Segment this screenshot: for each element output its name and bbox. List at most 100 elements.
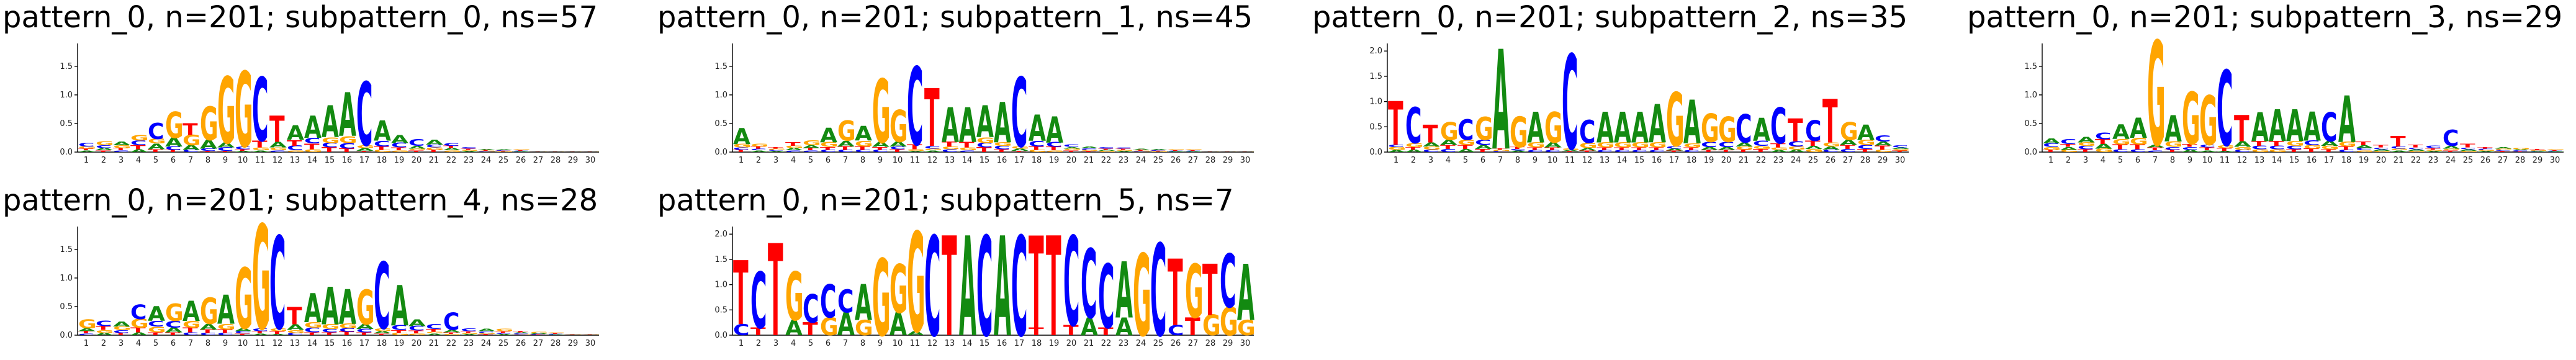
logo-letter-c: C (495, 150, 511, 151)
logo-letter-c: C (1544, 150, 1560, 153)
y-tick-label: 1.0 (60, 274, 73, 283)
logo-letter-c: C (461, 328, 477, 332)
logo-letter-c: C (2512, 150, 2528, 152)
logo-letter-a: A (304, 286, 322, 332)
logo-letter-c: C (217, 146, 233, 152)
logo-letter-a: A (182, 144, 200, 151)
x-tick-label: 12 (2237, 156, 2248, 165)
logo-letter-g: G (374, 328, 392, 332)
logo-letter-g: G (2095, 148, 2114, 153)
logo-letter-c: C (2547, 151, 2564, 152)
logo-letter-t: T (2390, 133, 2406, 150)
logo-letter-t: T (1133, 150, 1148, 151)
logo-letter-c: C (1875, 134, 1891, 143)
x-tick-label: 28 (2515, 156, 2526, 165)
x-tick-label: 22 (446, 339, 457, 348)
x-tick-label: 12 (272, 156, 283, 165)
logo-letter-c: C (1237, 151, 1253, 152)
logo-letter-t: T (1892, 150, 1907, 153)
logo-letter-c: C (1063, 144, 1079, 148)
x-tick-label: 15 (325, 339, 335, 348)
logo-letter-c: C (1168, 151, 1184, 152)
logo-letter-t: T (495, 331, 511, 333)
logo-letter-t: T (942, 141, 957, 148)
logo-letter-g: G (1805, 148, 1824, 153)
sequence-logo-plot: 0.00.51.01.51 2 3 4 5 6 7 8 9 10 11 12 13 14 15 16 17 18 1… (60, 43, 601, 171)
logo-letter-c: C (2234, 149, 2250, 153)
x-tick-label: 1 (739, 156, 744, 165)
logo-letter-t: T (235, 333, 250, 336)
logo-letter-t: T (513, 150, 528, 151)
logo-letter-a: A (322, 97, 339, 148)
logo-letter-t: T (2477, 146, 2493, 149)
x-tick-label: 14 (307, 156, 318, 165)
logo-letter-a: A (1423, 142, 1441, 148)
x-tick-label: 9 (223, 156, 228, 165)
x-tick-label: 19 (394, 339, 405, 348)
logo-letter-a: A (2477, 151, 2495, 153)
logo-letter-g: G (269, 328, 288, 332)
x-tick-label: 13 (945, 339, 955, 348)
logo-letter-t: T (959, 140, 975, 150)
x-tick-label: 16 (997, 156, 1007, 165)
logo-letter-g: G (889, 102, 908, 153)
logo-letter-a: A (1168, 151, 1185, 153)
logo-letter-t: T (872, 146, 888, 151)
x-tick-label: 3 (773, 156, 778, 165)
x-tick-label: 14 (1617, 156, 1628, 165)
x-tick-label: 18 (377, 339, 387, 348)
logo-letter-c: C (235, 331, 251, 335)
logo-letter-t: T (2495, 151, 2510, 153)
y-tick-label: 1.5 (714, 255, 727, 264)
logo-letter-g: G (443, 150, 462, 153)
logo-letter-t: T (1098, 325, 1114, 338)
logo-letter-g: G (1202, 309, 1221, 342)
x-tick-label: 30 (585, 156, 596, 165)
logo-letter-g: G (2182, 79, 2200, 162)
logo-letter-t: T (1683, 147, 1699, 151)
logo-letter-t: T (2078, 148, 2093, 153)
logo-letter-c: C (356, 328, 372, 334)
logo-title: pattern_0, n=201; subpattern_0, ns=57 (2, 0, 598, 35)
logo-letter-c: C (252, 328, 269, 332)
x-tick-label: 16 (2307, 156, 2317, 165)
logo-letter-g: G (768, 148, 786, 150)
logo-letter-c: C (1133, 151, 1149, 153)
logo-letter-c: C (2338, 149, 2354, 153)
logo-letter-a: A (426, 333, 443, 336)
logo-letter-c: C (96, 319, 112, 328)
logo-letter-t: T (1202, 250, 1218, 331)
logo-letter-t: T (2529, 149, 2545, 151)
logo-letter-g: G (356, 145, 375, 149)
logo-letter-c: C (1150, 150, 1166, 151)
logo-letter-g: G (78, 317, 97, 331)
x-tick-label: 13 (290, 339, 300, 348)
logo-letter-g: G (1457, 138, 1476, 146)
logo-letter-a: A (1440, 138, 1457, 146)
x-tick-label: 2 (756, 339, 761, 348)
logo-letter-c: C (182, 331, 199, 336)
x-tick-label: 5 (153, 339, 158, 348)
x-tick-label: 25 (1153, 339, 1164, 348)
x-tick-label: 6 (2135, 156, 2140, 165)
logo-letter-g: G (1857, 138, 1876, 146)
logo-letter-t: T (78, 331, 94, 335)
logo-letter-c: C (803, 150, 819, 153)
logo-letter-t: T (820, 146, 835, 151)
logo-letter-t: T (2321, 148, 2336, 153)
logo-letter-t: T (217, 151, 233, 153)
logo-letter-g: G (252, 147, 271, 151)
logo-letter-c: C (2217, 50, 2233, 170)
logo-letter-c: C (2130, 148, 2146, 153)
logo-letter-a: A (1718, 146, 1736, 151)
logo-letter-a: A (530, 151, 547, 152)
logo-letter-c: C (2269, 145, 2285, 151)
logo-panel-subpattern-1: pattern_0, n=201; subpattern_1, ns=45 0.… (655, 0, 1276, 177)
x-tick-label: 30 (2550, 156, 2560, 165)
logo-letter-t: T (339, 148, 354, 153)
logo-letter-g: G (1150, 151, 1169, 153)
logo-letter-c: C (1649, 150, 1665, 153)
logo-letter-g: G (733, 143, 752, 149)
x-tick-label: 28 (1860, 156, 1871, 165)
logo-letter-a: A (2529, 151, 2547, 153)
